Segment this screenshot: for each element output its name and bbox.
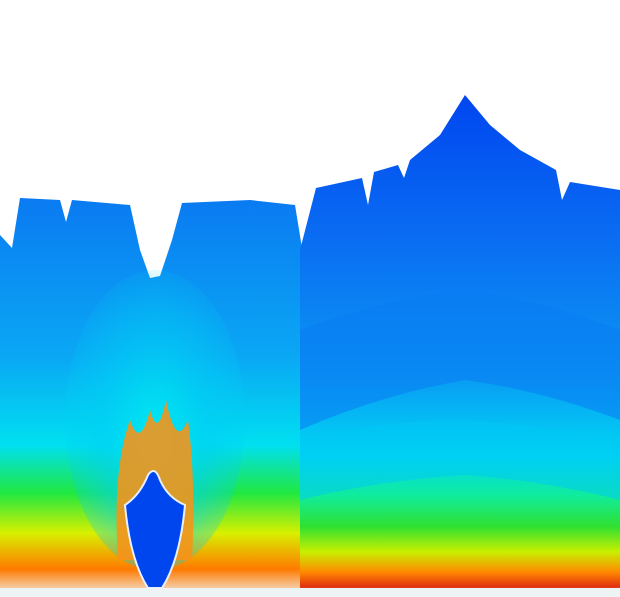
blue-band (300, 290, 620, 430)
cyan-band (300, 420, 620, 500)
bottom-edge (0, 588, 620, 597)
inner-lobe (123, 470, 187, 589)
center-glow (65, 270, 245, 570)
